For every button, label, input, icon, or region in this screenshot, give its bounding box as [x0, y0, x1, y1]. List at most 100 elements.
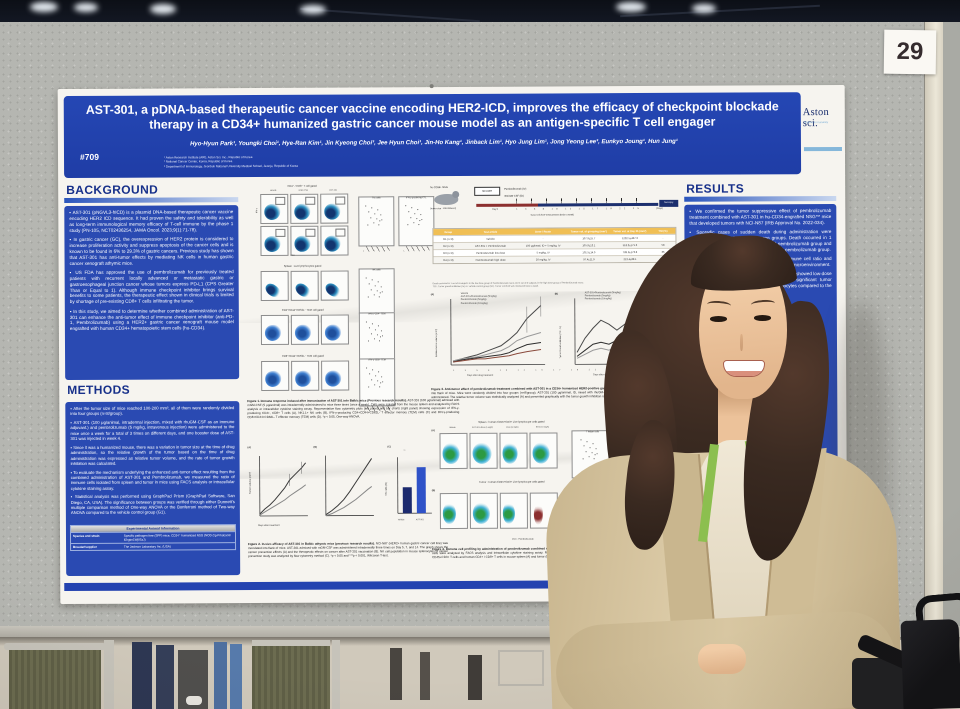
- figure4-panelA-label: (A): [431, 429, 435, 433]
- methods-bullet: Statistical analysis was performed using…: [71, 494, 235, 516]
- board-number-card: 29: [883, 29, 937, 75]
- flow-plot: [260, 225, 289, 257]
- person-legs: [132, 642, 152, 709]
- mini-chart-title: Th1 cells: [371, 197, 381, 200]
- flow-column-label: AST-301: [329, 189, 338, 192]
- timeline-bar: [476, 202, 659, 207]
- figure2-panelB-label: (B): [313, 445, 317, 449]
- figure1-row-title: CD8⁺CD44⁺CD62L⁻ TEM cell gated: [282, 354, 325, 358]
- results-box: We confirmed the tumor suppressive effec…: [684, 203, 839, 573]
- flow-plot: [290, 314, 319, 345]
- figure2-line-chart-A: [259, 456, 308, 517]
- push-pin: [429, 84, 434, 89]
- figure3-ylabelB: Tumor Growth Inhibition (TGI, %): [559, 326, 563, 359]
- figure2-x-label: Days after treatment: [257, 523, 280, 528]
- flow-plot: [469, 432, 498, 469]
- figure2-panel: (A) Tumor volume (mm³) (B) Days after tr…: [248, 445, 444, 540]
- logo-tagline: Science for humanity: [803, 121, 829, 125]
- flow-plot: [499, 492, 528, 529]
- background-bullet: In this study, we aimed to determine whe…: [70, 308, 234, 332]
- figure1-x-axis: CD4: [290, 254, 295, 257]
- group-table-header: Tumor vol. at Day 25 (mm³): [613, 229, 647, 233]
- days-unit: (Days): [656, 207, 663, 210]
- figure1-mini-chart: Th1 cells: [358, 196, 395, 252]
- flow-plot: [439, 492, 468, 530]
- animal-info-table: Experimental Animal Information Species …: [69, 524, 237, 552]
- poster-title: AST-301, a pDNA-based therapeutic cancer…: [85, 99, 779, 132]
- group-table-row: G1 (n=8) Vehicle - 107.9±15.7 1232.5±467…: [433, 233, 676, 243]
- board-number: 29: [896, 37, 924, 66]
- methods-bullet: To evaluate the mechanism underlying the…: [71, 469, 235, 491]
- methods-heading: METHODS: [67, 382, 131, 398]
- group-table-row: G2 (n=8) AST-301 + Pembrolizumab 100 μg/…: [433, 240, 676, 250]
- figure4-mini-chart: T helper cells: [571, 490, 615, 544]
- research-poster: AST-301, a pDNA-based therapeutic cancer…: [57, 84, 848, 605]
- flow-column-label: mGM-CSF: [298, 189, 308, 192]
- figure3-legend-B: AST-301+Pembrolizumab (5mg/kg) Pembroliz…: [585, 292, 621, 302]
- results-heading-bar: [684, 195, 837, 202]
- group-table-footnotes: Death occurred in 1 out of 8 subjects in…: [433, 282, 675, 289]
- flow-column-label: AST-301+Pem (5 mg/k): [471, 426, 493, 429]
- board-leg: [332, 640, 340, 709]
- figure2-significance: **: [403, 449, 406, 453]
- figure3-panelB-label: (B): [554, 292, 559, 296]
- group-table-header: Group: [444, 230, 453, 234]
- figure1-caption: Figure 1. Immune response induced after …: [247, 398, 459, 420]
- poster-number-badge: #709: [79, 151, 99, 162]
- animal-table-label: Breeder/supplier: [73, 544, 97, 550]
- mini-chart-title: T helper cells: [585, 431, 599, 434]
- measurement-note: Tumor vol./B.W measurement (twice a week…: [530, 214, 574, 217]
- results-bullet: Pembrolizumab treatment combined with AS…: [690, 271, 832, 295]
- flow-plot: [260, 193, 289, 225]
- day0-label: Day 0: [492, 208, 499, 211]
- flow-plot: [320, 314, 349, 345]
- figure3-legend-A: Vehicle AST-301+Pembrolizumab (5mg/kg) P…: [461, 293, 497, 306]
- figure4-legend-note: Pem : Pembrolizumab: [512, 538, 534, 541]
- group-table-header: Test article: [483, 230, 498, 234]
- animal-table-label: Species and strain: [72, 533, 100, 539]
- flow-column-label: Pem (10 mg/k): [535, 426, 550, 429]
- figure4-mini-chart: Cytotoxic T cells: [623, 429, 666, 484]
- background-heading-bar: [64, 197, 239, 203]
- flow-plot: [320, 193, 349, 224]
- figure1-mini-chart: NK cells: [358, 268, 395, 320]
- chair-frame: [498, 650, 544, 686]
- figure1-mini-chart: IFN-γ⁺CD4⁺ TEM: [358, 312, 396, 366]
- jeans-leg: [230, 644, 242, 709]
- methods-bullet: Since it was a humanized mouse, there wa…: [71, 444, 235, 466]
- background-bullet: In gastric cancer (GC), the overexpressi…: [69, 236, 233, 266]
- group-table-header: Tumor vol. at grouping (mm³): [570, 229, 607, 233]
- figure2-bar-ylabel: NK cells (%): [384, 482, 388, 496]
- flow-plot: [261, 360, 290, 392]
- chair-back: [252, 646, 330, 709]
- figure4-titleA: Spleen : human CD45+CD3+ Live lymphocyte…: [478, 420, 545, 424]
- figure3-line-chart-A: [450, 296, 546, 366]
- figure3-line-chart-B: [574, 298, 670, 365]
- figure4-panel: Spleen : human CD45+CD3+ Live lymphocyte…: [431, 420, 680, 545]
- figure4-caption: Figure 4. Immune cell profiling by admin…: [432, 546, 680, 560]
- flow-plot: [291, 360, 320, 391]
- ceiling-light: [692, 4, 716, 13]
- figure3-ylabelA: Relative tumor volume (mm³): [435, 328, 439, 358]
- flow-plot: [260, 314, 289, 346]
- ast301-id-label: 301/GM-CSF (ID): [504, 194, 524, 198]
- legend-entry: Pembrolizumab (10mg/kg): [584, 298, 612, 301]
- ceiling: [0, 0, 960, 26]
- flow-column-label: Vehicle: [269, 189, 277, 192]
- ceiling-light: [30, 2, 58, 12]
- tumor-size-note: (tumor size : 100-200mm³): [430, 207, 457, 211]
- figure1-row-title: CD4⁺ / CD8⁺ T cell gated: [287, 184, 317, 188]
- mini-chart-title: Cytotoxic T cells: [636, 430, 653, 434]
- flow-column-label: Pem (5 mg/k): [506, 426, 519, 429]
- figure4-mini-chart: T helper cells: [571, 430, 614, 484]
- flow-plot: [321, 360, 350, 391]
- flow-plot: [320, 225, 349, 256]
- figure3-xlabel-A: Days after drug treatment: [467, 374, 494, 377]
- board-leg: [104, 640, 114, 709]
- figure2-line-chart-B: [325, 455, 374, 517]
- affiliations: ¹ Aston Research Institute (ARI), Aston …: [164, 153, 724, 169]
- day-ticks: 1 3 5 8 10 12 15 17 19 22 25: [516, 208, 643, 211]
- figure1-y-axis: IFN-γ: [256, 208, 259, 214]
- figure2-bar-chart: [397, 457, 432, 514]
- flow-plot: [260, 270, 289, 302]
